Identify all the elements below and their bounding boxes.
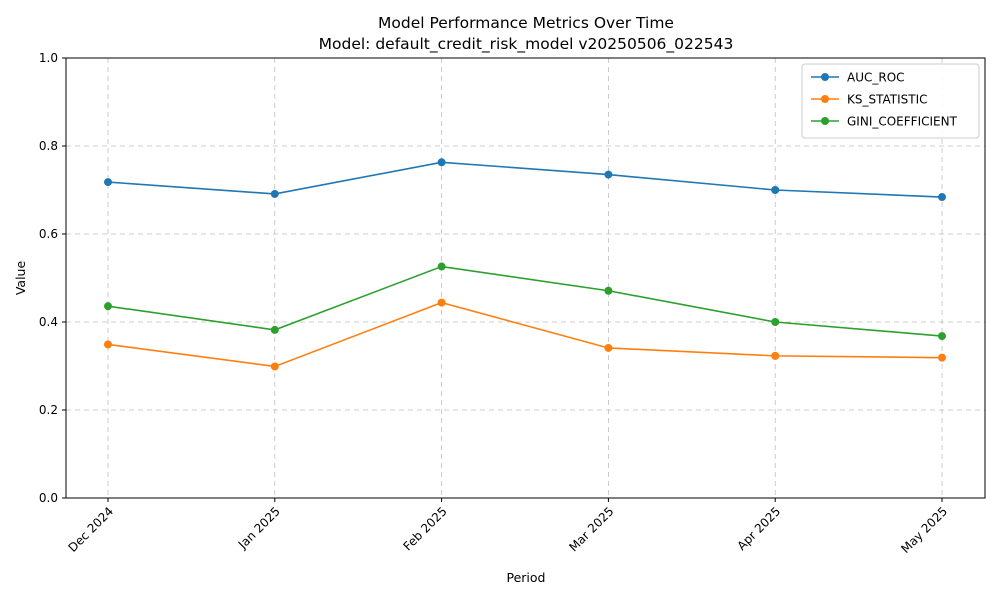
series-line — [107, 161, 943, 198]
x-tick-label: Feb 2025 — [401, 504, 450, 553]
x-tick-label: Jan 2025 — [235, 504, 283, 552]
y-axis-label: Value — [13, 261, 28, 296]
series-ks-statistic — [104, 298, 946, 371]
series-line — [107, 301, 943, 368]
x-tick-label: Mar 2025 — [566, 504, 616, 554]
data-point — [104, 178, 112, 187]
plot-frame — [65, 57, 986, 499]
data-point — [938, 332, 946, 341]
chart-title: Model Performance Metrics Over Time — [378, 14, 674, 32]
data-point — [104, 302, 112, 311]
series-gini-coefficient — [104, 262, 946, 341]
y-tick-label: 0.0 — [39, 491, 58, 505]
series-line — [107, 265, 943, 337]
data-point — [604, 286, 613, 295]
series-auc-roc — [104, 158, 946, 202]
data-point — [771, 318, 780, 326]
data-point — [437, 158, 446, 167]
y-tick-label: 0.2 — [39, 403, 58, 417]
x-tick-label: Apr 2025 — [734, 504, 783, 553]
y-tick-label: 0.8 — [39, 139, 58, 153]
legend-label: GINI_COEFFICIENT — [847, 115, 958, 129]
legend-item: GINI_COEFFICIENT — [811, 115, 958, 129]
legend: AUC_ROC KS_STATISTIC GINI_COEFFICIENT — [801, 63, 980, 139]
legend-marker — [821, 95, 829, 103]
data-point — [104, 340, 112, 349]
data-point — [771, 186, 780, 194]
legend-label: KS_STATISTIC — [847, 93, 928, 107]
y-tick-label: 0.4 — [39, 315, 58, 329]
data-point — [270, 189, 279, 198]
legend-marker — [821, 73, 829, 81]
data-point — [771, 351, 780, 360]
x-axis: Dec 2024 Jan 2025 Feb 2025 Mar 2025 Apr 2025… — [66, 498, 950, 556]
data-point — [270, 362, 279, 371]
legend-item: KS_STATISTIC — [811, 93, 928, 107]
legend-box — [801, 63, 980, 139]
x-tick-label: May 2025 — [898, 504, 950, 556]
data-point — [604, 170, 613, 179]
data-point — [270, 325, 279, 334]
data-point — [938, 193, 946, 202]
data-point — [437, 298, 446, 307]
x-axis-label: Period — [507, 570, 546, 585]
y-tick-label: 1.0 — [39, 51, 58, 65]
legend-label: AUC_ROC — [847, 71, 905, 85]
chart-subtitle: Model: default_credit_risk_model v202505… — [319, 35, 734, 54]
data-point — [437, 262, 446, 271]
y-axis: 0.0 0.2 0.4 0.6 0.8 1.0 — [39, 51, 66, 505]
data-point — [938, 353, 946, 362]
legend-marker — [821, 117, 829, 125]
legend-item: AUC_ROC — [811, 71, 905, 85]
series-lines — [104, 158, 946, 371]
y-tick-label: 0.6 — [39, 227, 58, 241]
x-tick-label: Dec 2024 — [66, 504, 117, 555]
data-point — [604, 343, 613, 352]
